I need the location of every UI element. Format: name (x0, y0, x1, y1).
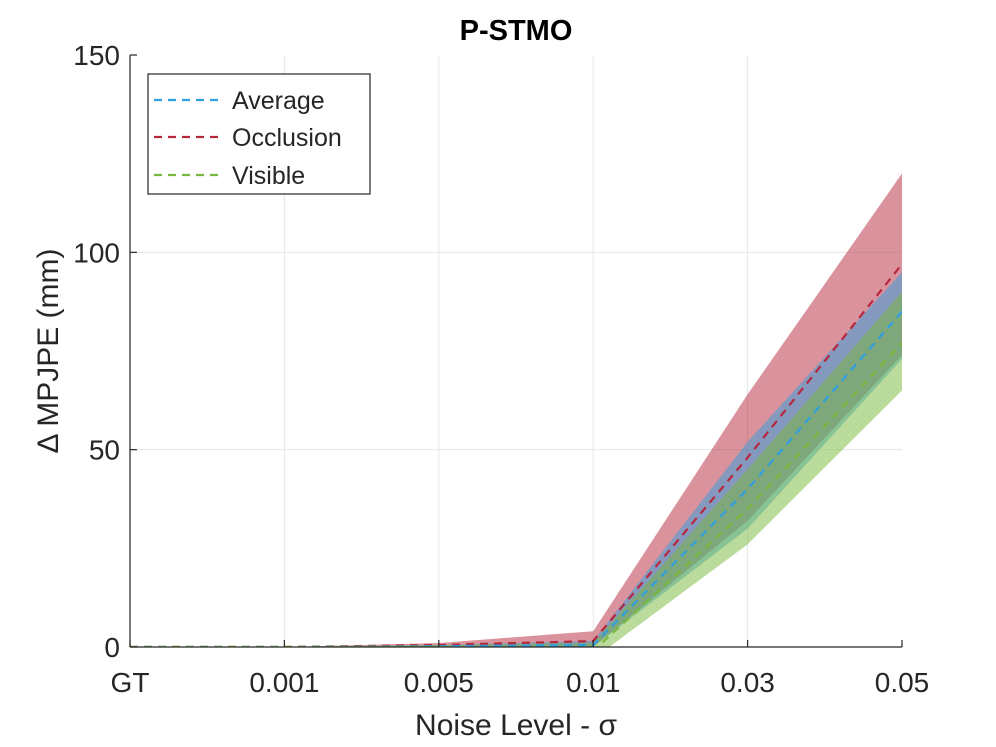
x-tick-label-0-03: 0.03 (720, 667, 775, 698)
y-axis-label: Δ MPJPE (mm) (32, 248, 65, 453)
chart-title: P-STMO (460, 15, 573, 47)
x-tick-label-0-005: 0.005 (404, 667, 474, 698)
x-tick-label-0-05: 0.05 (875, 667, 930, 698)
y-tick-label-0: 0 (104, 632, 120, 663)
y-tick-label-50: 50 (89, 435, 120, 466)
point-visible-0-03 (747, 508, 749, 510)
y-tick-label-150: 150 (73, 40, 120, 71)
point-visible-0-01 (592, 650, 594, 652)
confidence-bands (130, 173, 902, 647)
x-axis-label: Noise Level - σ (415, 709, 617, 742)
point-occlusion-0-05 (901, 263, 903, 265)
point-average-0-03 (747, 488, 749, 490)
point-occlusion-0-03 (747, 457, 749, 459)
legend-label-average: Average (232, 87, 325, 115)
band-visible (130, 291, 902, 647)
point-visible-0-05 (901, 342, 903, 344)
x-tick-label-gt: GT (111, 667, 150, 698)
series-lines (130, 263, 903, 652)
x-tick-label-0-01: 0.01 (566, 667, 621, 698)
x-tick-label-0-001: 0.001 (249, 667, 319, 698)
legend-label-visible: Visible (232, 162, 305, 190)
y-tick-label-100: 100 (73, 237, 120, 268)
axes: GT 0.001 0.005 0.01 0.03 0.05 0 50 100 150 (73, 40, 929, 698)
legend: Average Occlusion Visible (147, 73, 371, 195)
point-average-0-05 (901, 311, 903, 313)
line-average (130, 310, 902, 647)
line-occlusion (130, 263, 902, 647)
legend-label-occlusion: Occlusion (232, 124, 342, 152)
